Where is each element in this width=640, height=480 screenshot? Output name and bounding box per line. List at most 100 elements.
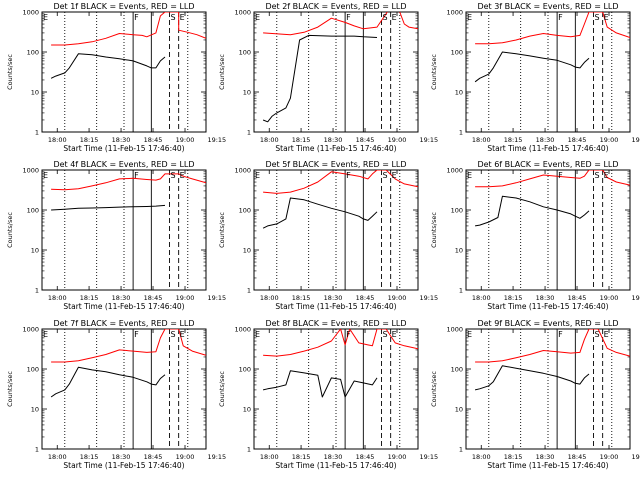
x-tick-label: 18:15 — [80, 453, 99, 461]
y-tick-label: 100 — [451, 365, 463, 373]
flag-marker: E — [43, 330, 48, 339]
events-series-line — [50, 53, 166, 79]
flag-marker: S — [383, 330, 388, 339]
x-tick-label: 18:30 — [536, 136, 555, 144]
x-tick-label: 19:00 — [176, 136, 195, 144]
y-tick-label: 1000 — [234, 8, 251, 16]
flag-marker: F — [346, 330, 351, 339]
y-tick-label: 1000 — [446, 166, 463, 174]
y-tick-label: 1000 — [234, 166, 251, 174]
flag-marker: E — [255, 171, 260, 180]
x-tick-label: 19:15 — [207, 294, 226, 302]
y-tick-label: 1 — [35, 286, 39, 294]
x-tick-label: 18:45 — [356, 294, 375, 302]
flag-marker: E — [392, 171, 397, 180]
events-series-line — [262, 34, 378, 123]
y-tick-label: 100 — [239, 206, 251, 214]
x-tick-label: 18:30 — [112, 294, 131, 302]
y-tick-label: 1 — [459, 445, 463, 453]
events-series-line — [262, 197, 378, 229]
y-tick-label: 10 — [455, 88, 463, 96]
chart-title: Det 9f BLACK = Events, RED = LLD — [477, 319, 618, 328]
y-tick-label: 1000 — [22, 8, 39, 16]
lld-series-line — [263, 170, 418, 194]
x-tick-label: 18:30 — [112, 453, 131, 461]
lld-series-line — [263, 329, 418, 357]
flag-marker: E — [180, 171, 185, 180]
flag-marker: E — [392, 13, 397, 22]
y-tick-label: 10 — [31, 246, 39, 254]
flag-marker: E — [255, 13, 260, 22]
x-tick-label: 18:15 — [80, 294, 99, 302]
y-tick-label: 10 — [31, 405, 39, 413]
y-axis-label: Counts/sec — [218, 212, 226, 248]
chart-title: Det 1f BLACK = Events, RED = LLD — [53, 2, 194, 11]
y-tick-label: 1000 — [446, 8, 463, 16]
flag-marker: S — [595, 330, 600, 339]
flag-marker: E — [43, 13, 48, 22]
chart-title: Det 8f BLACK = Events, RED = LLD — [265, 319, 406, 328]
flag-marker: E — [180, 13, 185, 22]
y-tick-label: 1 — [247, 286, 251, 294]
x-tick-label: 19:15 — [419, 136, 438, 144]
flag-marker: E — [604, 13, 609, 22]
flag-marker: F — [134, 13, 139, 22]
y-axis-label: Counts/sec — [6, 371, 14, 407]
x-tick-label: 18:15 — [80, 136, 99, 144]
y-axis-label: Counts/sec — [218, 54, 226, 90]
flag-marker: E — [467, 330, 472, 339]
y-axis-label: Counts/sec — [6, 212, 14, 248]
y-axis-label: Counts/sec — [430, 54, 438, 90]
lld-series-line — [475, 12, 630, 45]
chart-title: Det 2f BLACK = Events, RED = LLD — [265, 2, 406, 11]
x-axis-label: Start Time (11-Feb-15 17:46:40) — [63, 461, 184, 470]
flag-marker: F — [346, 171, 351, 180]
x-tick-label: 18:00 — [48, 453, 67, 461]
x-tick-label: 19:00 — [388, 453, 407, 461]
y-tick-label: 1000 — [22, 166, 39, 174]
x-tick-label: 19:00 — [388, 136, 407, 144]
flag-marker: E — [43, 171, 48, 180]
x-tick-label: 18:45 — [356, 453, 375, 461]
x-tick-label: 18:30 — [324, 136, 343, 144]
x-tick-label: 18:30 — [324, 294, 343, 302]
x-tick-label: 18:15 — [504, 453, 523, 461]
x-axis-label: Start Time (11-Feb-15 17:46:40) — [487, 461, 608, 470]
y-tick-label: 1 — [35, 128, 39, 136]
flag-marker: E — [467, 13, 472, 22]
flag-marker: F — [134, 330, 139, 339]
chart-title: Det 7f BLACK = Events, RED = LLD — [53, 319, 194, 328]
x-tick-label: 18:00 — [472, 453, 491, 461]
x-tick-label: 18:00 — [260, 294, 279, 302]
x-tick-label: 18:30 — [112, 136, 131, 144]
x-tick-label: 19:00 — [176, 453, 195, 461]
y-tick-label: 10 — [243, 88, 251, 96]
x-axis-label: Start Time (11-Feb-15 17:46:40) — [275, 461, 396, 470]
x-tick-label: 18:45 — [356, 136, 375, 144]
flag-marker: F — [558, 330, 563, 339]
flag-marker: E — [604, 330, 609, 339]
y-tick-label: 100 — [239, 365, 251, 373]
x-tick-label: 19:15 — [631, 294, 640, 302]
chart-title: Det 4f BLACK = Events, RED = LLD — [53, 160, 194, 169]
x-tick-label: 18:30 — [536, 453, 555, 461]
flag-marker: E — [180, 330, 185, 339]
detector-panel: Det 1f BLACK = Events, RED = LLD Start Ti… — [6, 2, 226, 153]
x-tick-label: 18:00 — [48, 294, 67, 302]
x-tick-label: 19:00 — [600, 453, 619, 461]
x-tick-label: 18:30 — [324, 453, 343, 461]
chart-title: Det 5f BLACK = Events, RED = LLD — [265, 160, 406, 169]
x-tick-label: 19:15 — [419, 294, 438, 302]
y-tick-label: 1000 — [22, 325, 39, 333]
x-axis-label: Start Time (11-Feb-15 17:46:40) — [487, 302, 608, 311]
x-tick-label: 18:15 — [292, 453, 311, 461]
x-tick-label: 19:15 — [207, 136, 226, 144]
y-tick-label: 10 — [455, 246, 463, 254]
y-tick-label: 100 — [239, 48, 251, 56]
flag-marker: S — [171, 171, 176, 180]
y-tick-label: 1000 — [234, 325, 251, 333]
lld-series-line — [475, 170, 630, 188]
x-tick-label: 19:15 — [207, 453, 226, 461]
x-axis-label: Start Time (11-Feb-15 17:46:40) — [63, 302, 184, 311]
x-tick-label: 18:45 — [144, 136, 163, 144]
